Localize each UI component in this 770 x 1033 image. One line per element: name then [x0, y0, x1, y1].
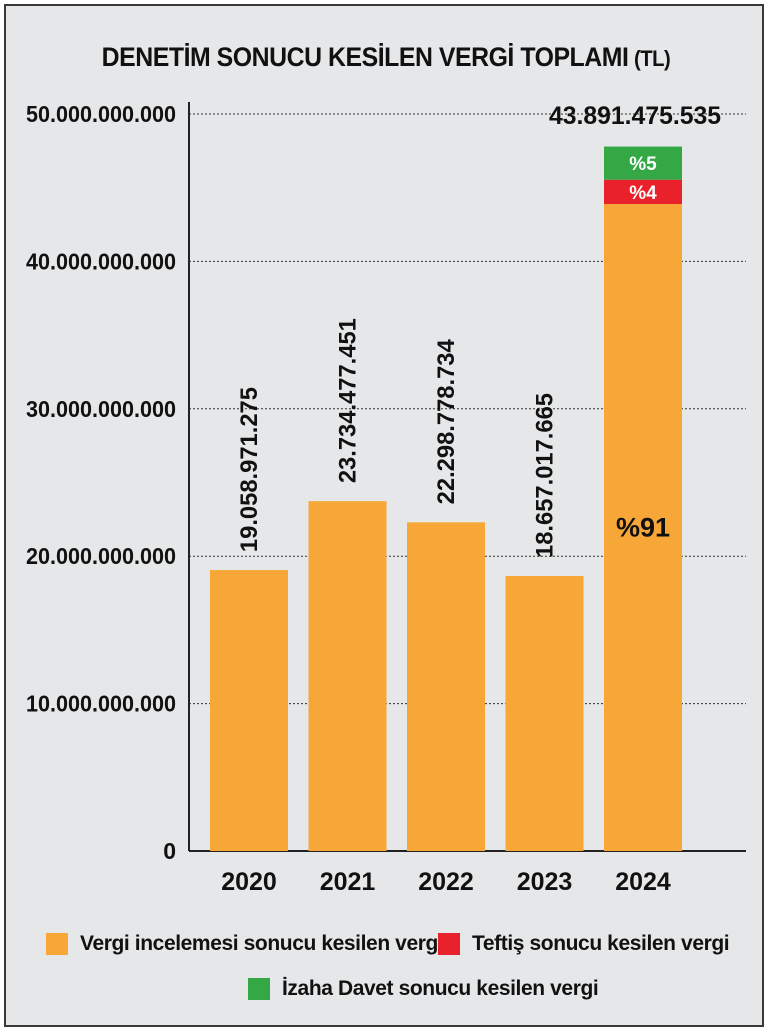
value-label-2023: 18.657.017.665 — [532, 393, 559, 558]
bar-2024-teftis — [604, 179, 682, 205]
legend-label: Vergi incelemesi sonucu kesilen vergi — [80, 932, 444, 955]
total-label-2024: 43.891.475.535 — [549, 102, 721, 130]
chart-title-text: DENETİM SONUCU KESİLEN VERGİ TOPLAMI — [101, 42, 629, 72]
value-label-2020: 19.058.971.275 — [236, 387, 263, 552]
share-label-teftis: %4 — [629, 183, 657, 204]
legend-swatch-green — [248, 978, 270, 1000]
legend-item-vergi-incelemesi: Vergi incelemesi sonucu kesilen vergi — [46, 932, 444, 956]
y-tick-label: 30.000.000.000 — [26, 396, 176, 422]
bar-2024-izaha-davet — [604, 146, 682, 180]
share-label-vergi-incelemesi: %91 — [616, 513, 670, 543]
legend-item-izaha-davet: İzaha Davet sonucu kesilen vergi — [248, 977, 599, 1001]
y-tick-label: 0 — [163, 838, 176, 864]
legend-swatch-orange — [46, 933, 68, 955]
legend-label: İzaha Davet sonucu kesilen vergi — [282, 977, 599, 1000]
value-label-2022: 22.298.778.734 — [433, 339, 460, 505]
x-tick-label-2023: 2023 — [517, 868, 573, 896]
bar-2022 — [407, 522, 485, 851]
chart-title-unit: (TL) — [633, 46, 671, 71]
bar-2021 — [308, 501, 387, 851]
x-tick-label-2020: 2020 — [221, 868, 277, 896]
chart-frame: DENETİM SONUCU KESİLEN VERGİ TOPLAMI (TL)… — [4, 4, 764, 1027]
bar-chart: 0 10.000.000.000 20.000.000.000 30.000.000.… — [26, 101, 746, 896]
y-tick-label: 50.000.000.000 — [26, 101, 176, 127]
bar-2023 — [505, 575, 584, 851]
data-labels: 19.058.971.275 23.734.477.451 22.298.778.7… — [236, 102, 721, 558]
bar-2024-vergi-incelemesi — [604, 204, 682, 851]
share-label-izaha-davet: %5 — [629, 154, 657, 175]
chart-title: DENETİM SONUCU KESİLEN VERGİ TOPLAMI (TL) — [36, 42, 735, 73]
x-tick-label-2022: 2022 — [418, 868, 474, 896]
legend-label: Teftiş sonucu kesilen vergi — [472, 932, 730, 955]
y-tick-label: 20.000.000.000 — [26, 543, 176, 569]
legend-swatch-red — [438, 933, 460, 955]
x-tick-labels: 2020 2021 2022 2023 2024 — [221, 868, 671, 896]
value-label-2021: 23.734.477.451 — [335, 318, 362, 483]
y-tick-label: 40.000.000.000 — [26, 248, 176, 274]
y-tick-labels: 0 10.000.000.000 20.000.000.000 30.000.000.… — [26, 101, 176, 864]
x-tick-label-2021: 2021 — [320, 868, 376, 896]
y-tick-label: 10.000.000.000 — [26, 691, 176, 717]
legend-item-teftis: Teftiş sonucu kesilen vergi — [438, 932, 730, 956]
bars — [210, 146, 682, 851]
x-tick-label-2024: 2024 — [615, 868, 671, 896]
bar-2020 — [210, 570, 288, 851]
